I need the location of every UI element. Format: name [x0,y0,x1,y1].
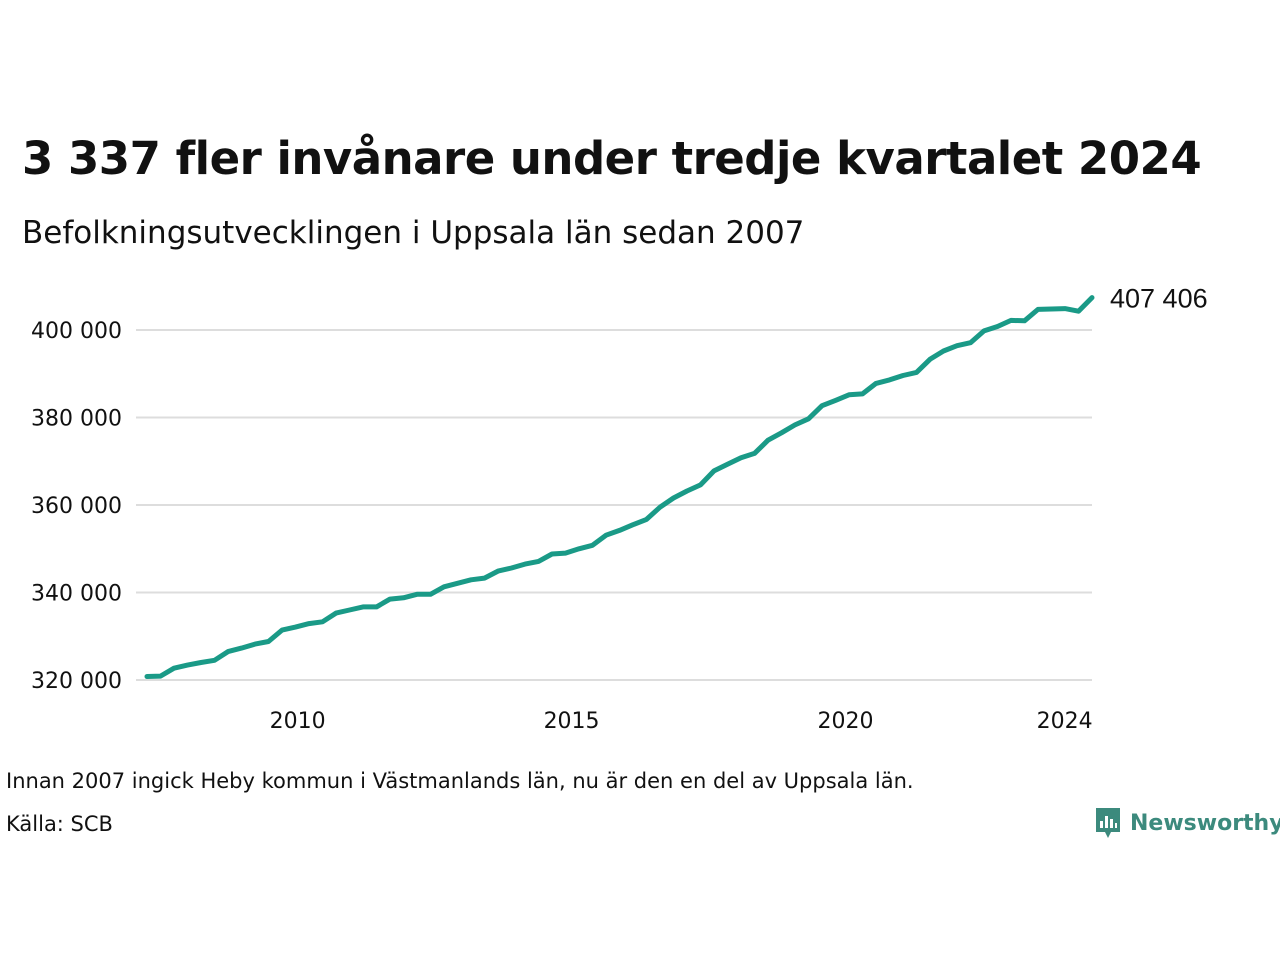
y-tick-label: 360 000 [31,494,122,519]
x-axis-ticks: 2010 2015 2020 2024 [270,709,1093,734]
bar-chart-speech-bubble-icon [1096,808,1120,838]
chart-subtitle: Befolkningsutvecklingen i Uppsala län se… [22,215,805,251]
x-tick-label: 2020 [817,709,873,734]
end-value-label: 407 406 [1110,284,1208,314]
y-axis-ticks: 320 000 340 000 360 000 380 000 400 000 [31,319,122,694]
x-tick-label: 2010 [270,709,326,734]
y-tick-label: 320 000 [31,669,122,694]
y-tick-label: 340 000 [31,582,122,607]
y-tick-label: 380 000 [31,407,122,432]
logo-text: Newsworthy [1130,810,1280,836]
line-chart: 320 000 340 000 360 000 380 000 400 000 2010… [31,284,1208,734]
chart-title: 3 337 fler invånare under tredje kvartal… [22,132,1202,185]
population-line [144,295,1095,679]
footnote: Innan 2007 ingick Heby kommun i Västmanl… [6,769,914,793]
x-tick-label: 2015 [544,709,600,734]
gridlines [136,329,1092,681]
x-tick-label: 2024 [1037,709,1093,734]
source-credit: Källa: SCB [6,812,113,836]
y-tick-label: 400 000 [31,319,122,344]
newsworthy-logo: Newsworthy [1094,806,1280,840]
